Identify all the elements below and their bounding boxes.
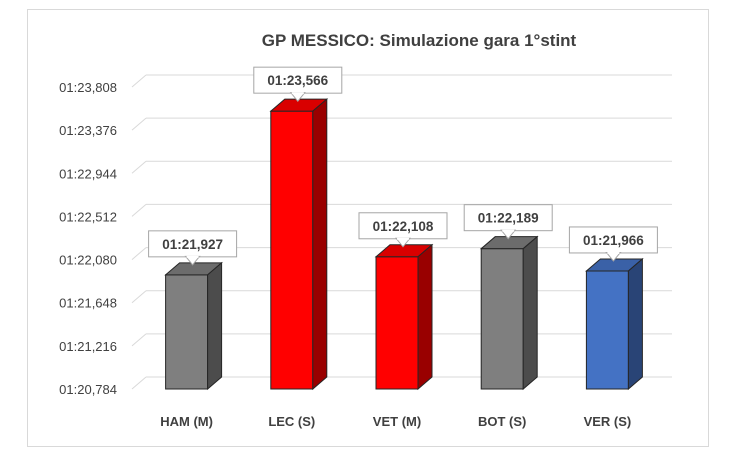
gridline-depth <box>131 333 147 347</box>
gridline-depth <box>131 204 147 217</box>
bar <box>479 235 539 391</box>
data-label-box <box>568 226 658 254</box>
data-labels: 01:21,927 01:23,566 01:22,108 01:22,189 01:2… <box>148 66 658 266</box>
y-tick-label: 01:20,784 <box>59 382 117 397</box>
data-label: 01:22,189 <box>463 204 553 240</box>
data-label: 01:23,566 <box>253 66 343 102</box>
data-label-text: 01:23,566 <box>267 73 328 88</box>
gridline-depth <box>131 247 147 260</box>
bar-front <box>270 110 314 390</box>
y-axis-ticks: 01:20,784 01:21,216 01:21,648 01:22,080 01:2… <box>59 80 117 397</box>
y-tick-label: 01:21,216 <box>59 339 117 354</box>
y-tick-label: 01:23,376 <box>59 123 117 138</box>
data-label-box <box>463 204 553 232</box>
bar <box>585 257 644 391</box>
data-label-text: 01:21,927 <box>162 237 223 252</box>
x-category-label: VER (S) <box>584 414 632 429</box>
y-tick-label: 01:22,944 <box>59 166 117 181</box>
y-tick-label: 01:22,512 <box>59 209 117 224</box>
y-tick-label: 01:22,080 <box>59 253 117 268</box>
data-label: 01:21,966 <box>568 226 658 262</box>
bar-side <box>522 235 538 391</box>
y-tick-label: 01:21,648 <box>59 296 117 311</box>
data-label-box <box>253 66 343 94</box>
bar-front <box>165 274 209 390</box>
bar-front <box>375 256 419 390</box>
bar <box>164 261 223 391</box>
x-axis-categories: HAM (M) LEC (S) VET (M) BOT (S) VER (S) <box>160 414 631 429</box>
bar-front <box>480 248 524 390</box>
bar <box>374 243 434 391</box>
data-label-text: 01:22,189 <box>478 211 539 226</box>
y-tick-label: 01:23,808 <box>59 80 117 95</box>
data-label: 01:22,108 <box>358 212 448 248</box>
x-category-label: LEC (S) <box>268 414 315 429</box>
chart-title: GP MESSICO: Simulazione gara 1°stint <box>261 31 577 50</box>
bar-side <box>417 243 433 391</box>
gridline-depth <box>131 117 147 131</box>
gridline-depth <box>131 376 147 390</box>
gridline-depth <box>131 160 147 174</box>
x-category-label: VET (M) <box>373 414 421 429</box>
data-label-text: 01:21,966 <box>583 233 644 248</box>
bar-side <box>627 257 643 391</box>
bar-side <box>207 261 223 391</box>
bar <box>269 98 329 391</box>
gridline-depth <box>131 74 147 88</box>
bars <box>164 98 644 391</box>
gridline-depth <box>131 290 147 304</box>
x-category-label: BOT (S) <box>478 414 526 429</box>
data-label-text: 01:22,108 <box>373 219 434 234</box>
x-category-label: HAM (M) <box>160 414 213 429</box>
bar-front <box>585 270 629 390</box>
bar-side <box>312 98 328 391</box>
data-label: 01:21,927 <box>148 230 238 266</box>
data-label-box <box>358 212 448 240</box>
